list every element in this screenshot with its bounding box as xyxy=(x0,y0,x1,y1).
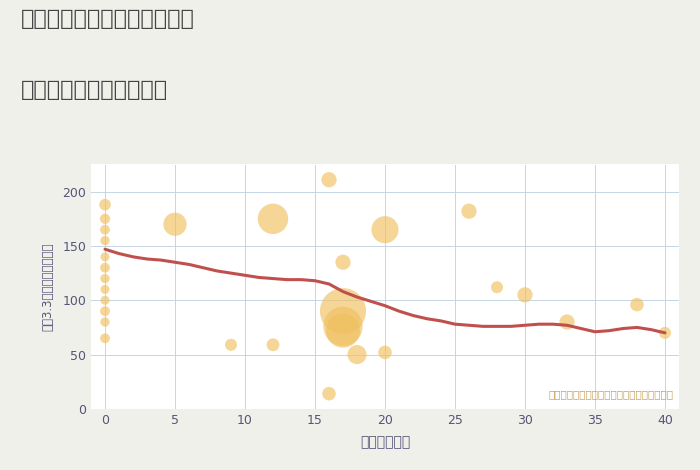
Point xyxy=(99,286,111,293)
X-axis label: 築年数（年）: 築年数（年） xyxy=(360,435,410,449)
Point xyxy=(351,351,363,358)
Point xyxy=(99,318,111,326)
Point xyxy=(491,283,503,291)
Point xyxy=(267,341,279,349)
Point xyxy=(379,349,391,356)
Point xyxy=(99,226,111,234)
Point xyxy=(99,275,111,282)
Y-axis label: 坪（3.3㎡）単価（万円）: 坪（3.3㎡）単価（万円） xyxy=(41,243,54,331)
Point xyxy=(561,318,573,326)
Point xyxy=(379,226,391,234)
Point xyxy=(519,291,531,298)
Point xyxy=(659,329,671,337)
Point xyxy=(99,237,111,244)
Point xyxy=(323,176,335,183)
Point xyxy=(463,207,475,215)
Point xyxy=(337,258,349,266)
Point xyxy=(337,322,349,330)
Text: 築年数別中古戸建て価格: 築年数別中古戸建て価格 xyxy=(21,80,168,100)
Point xyxy=(323,390,335,398)
Point xyxy=(99,335,111,342)
Point xyxy=(337,327,349,335)
Point xyxy=(337,307,349,315)
Point xyxy=(99,264,111,272)
Point xyxy=(631,301,643,308)
Point xyxy=(99,253,111,260)
Point xyxy=(99,307,111,315)
Text: 円の大きさは、取引のあった物件面積を示す: 円の大きさは、取引のあった物件面積を示す xyxy=(548,389,673,399)
Point xyxy=(99,297,111,304)
Point xyxy=(225,341,237,349)
Point xyxy=(99,215,111,223)
Text: 兵庫県西宮市甲子園三番町の: 兵庫県西宮市甲子園三番町の xyxy=(21,9,195,30)
Point xyxy=(99,201,111,209)
Point xyxy=(169,220,181,228)
Point xyxy=(267,215,279,223)
